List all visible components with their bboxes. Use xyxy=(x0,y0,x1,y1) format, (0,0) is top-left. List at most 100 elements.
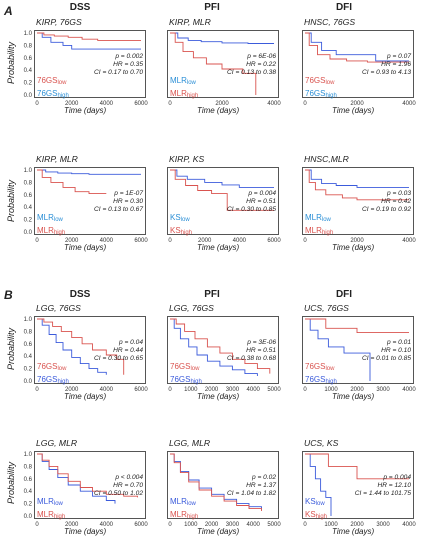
x-tick-label-a6-2: 4000 xyxy=(402,238,416,244)
series-line-b6-0 xyxy=(305,453,332,516)
series-line-b5-1 xyxy=(170,453,262,511)
stat-line-b5-1: HR = 1.37 xyxy=(246,482,276,490)
x-tick-label-b6-4: 4000 xyxy=(402,522,416,528)
series-line-a4-1 xyxy=(37,169,107,195)
plot-frame-b1 xyxy=(34,316,146,384)
legend-entry-a3-1: 76GShigh xyxy=(305,88,337,99)
x-tick-label-a5-0: 0 xyxy=(168,238,172,244)
stats-block-a3: p = 0.07 HR = 1.96 CI = 0.93 to 4.13 xyxy=(362,53,411,78)
header-dss-bottom: DSS xyxy=(69,289,91,300)
x-tick-label-b3-3: 3000 xyxy=(376,387,390,393)
y-tick-label-a4-5: 1.0 xyxy=(24,168,33,174)
x-axis-label-a3: Time (days) xyxy=(332,106,375,115)
km-curve-svg-a4: 0 2000 4000 6000 0.0 0.2 0.4 0.6 0.8 1.0 xyxy=(24,168,149,244)
y-tick-label-a1-5: 1.0 xyxy=(24,31,33,37)
km-curve-svg-a6: 0 2000 4000 xyxy=(303,169,416,244)
series-line-b1-1 xyxy=(37,318,125,375)
stat-line-b3-0: p = 0.01 xyxy=(386,339,411,346)
km-curve-svg-a2: 0 2000 4000 xyxy=(168,32,281,107)
legend-entry-a2-1: MLRhigh xyxy=(170,88,199,99)
legend-b2: 76GSlow 76GShigh xyxy=(170,362,202,387)
legend-a5: KSlow KShigh xyxy=(170,213,192,238)
x-tick-label-b5-3: 3000 xyxy=(226,522,240,528)
y-tick-label-b1-0: 0.0 xyxy=(24,379,33,385)
x-axis-label-a6: Time (days) xyxy=(332,243,375,252)
panel-title-b4: LGG, MLR xyxy=(36,438,78,448)
x-tick-label-b1-1: 2000 xyxy=(65,387,79,393)
stat-line-a5-0: p = 0.004 xyxy=(248,190,276,197)
section-label-a: A xyxy=(4,4,13,18)
y-axis-label-row3: Probability xyxy=(6,327,16,371)
legend-a6: MLRlow MLRhigh xyxy=(305,213,333,238)
legend-entry-b5-0: MLRlow xyxy=(170,497,196,507)
km-curve-svg-a1: 0 2000 4000 6000 0.0 0.2 0.4 0.6 0.8 1.0 xyxy=(24,31,149,107)
y-tick-label-a4-2: 0.4 xyxy=(24,205,33,211)
stat-line-b2-1: HR = 0.51 xyxy=(246,347,276,355)
series-line-b4-0 xyxy=(37,453,116,504)
y-axis-label-row4: Probability xyxy=(6,461,16,505)
plot-frame-b6 xyxy=(302,451,414,519)
legend-entry-b3-0: 76GSlow xyxy=(305,362,335,372)
km-curve-svg-b3: 0 1000 2000 3000 4000 xyxy=(303,318,416,393)
stat-line-a1-1: HR = 0.35 xyxy=(113,61,143,69)
stat-line-b5-2: CI = 1.04 to 1.82 xyxy=(227,490,276,498)
series-line-a3-0 xyxy=(305,32,409,62)
legend-entry-a2-0: MLRlow xyxy=(170,76,196,86)
stat-line-b4-1: HR = 0.70 xyxy=(113,482,143,490)
stats-block-a2: p = 6E-06 HR = 0.22 CI = 0.13 to 0.38 xyxy=(227,53,276,78)
x-tick-label-b5-4: 4000 xyxy=(247,522,261,528)
y-tick-label-b4-2: 0.4 xyxy=(24,489,33,495)
stat-line-a1-2: CI = 0.17 to 0.70 xyxy=(94,69,143,77)
x-tick-label-b6-3: 3000 xyxy=(376,522,390,528)
legend-entry-b6-0: KSlow xyxy=(305,497,325,507)
stats-block-b6: p = 0.004 HR = 12.10 CI = 1.44 to 101.75 xyxy=(355,474,411,499)
legend-a4: MLRlow MLRhigh xyxy=(37,213,65,238)
y-tick-label-a1-3: 0.6 xyxy=(24,56,33,62)
stat-line-b6-2: CI = 1.44 to 101.75 xyxy=(354,490,411,498)
x-tick-label-b5-0: 0 xyxy=(168,522,172,528)
series-line-a5-0 xyxy=(170,169,274,188)
x-tick-label-b6-1: 1000 xyxy=(324,522,338,528)
km-curve-svg-b4: 0 2000 4000 6000 0.0 0.2 0.4 0.6 0.8 1.0 xyxy=(24,452,149,528)
legend-b6: KSlow KShigh xyxy=(305,497,327,522)
y-axis-label-row1: Probability xyxy=(6,41,16,85)
x-axis-label-a1: Time (days) xyxy=(64,106,107,115)
legend-entry-b1-0: 76GSlow xyxy=(37,362,67,372)
x-tick-label-a3-0: 0 xyxy=(303,101,307,107)
x-tick-label-a1-3: 6000 xyxy=(134,101,148,107)
x-tick-label-a5-1: 2000 xyxy=(198,238,212,244)
stats-block-b3: p = 0.01 HR = 0.10 CI = 0.01 to 0.85 xyxy=(362,339,411,364)
stat-line-a3-1: HR = 1.96 xyxy=(381,61,411,69)
legend-entry-b4-0: MLRlow xyxy=(37,497,63,507)
y-tick-label-a4-3: 0.6 xyxy=(24,193,33,199)
stats-block-b4: p < 0.004 HR = 0.70 CI = 0.50 to 1.02 xyxy=(94,474,143,499)
stats-block-b2: p = 3E-06 HR = 0.51 CI = 0.38 to 0.68 xyxy=(227,339,276,364)
x-tick-label-a6-1: 2000 xyxy=(350,238,364,244)
legend-entry-a6-0: MLRlow xyxy=(305,213,331,223)
legend-entry-a3-0: 76GSlow xyxy=(305,76,335,86)
y-tick-label-a1-4: 0.8 xyxy=(24,43,33,49)
header-pfi-bottom: PFI xyxy=(204,289,220,300)
panel-title-a3: HNSC, 76GS xyxy=(304,17,356,27)
km-curve-svg-a5: 0 2000 4000 6000 xyxy=(168,169,281,244)
header-dss-top: DSS xyxy=(69,2,91,13)
legend-entry-b2-1: 76GShigh xyxy=(170,374,202,385)
series-line-a6-1 xyxy=(305,169,409,201)
x-tick-label-a5-2: 4000 xyxy=(233,238,247,244)
x-tick-label-b6-2: 2000 xyxy=(350,522,364,528)
stats-block-a1: p = 0.002 HR = 0.35 CI = 0.17 to 0.70 xyxy=(94,53,143,78)
panel-title-b2: LGG, 76GS xyxy=(169,303,214,313)
panel-title-b1: LGG, 76GS xyxy=(36,303,81,313)
plot-frame-b5 xyxy=(167,451,279,519)
x-tick-label-b4-0: 0 xyxy=(35,522,39,528)
y-tick-label-a4-1: 0.2 xyxy=(24,218,33,224)
stat-line-a4-0: p = 1E-07 xyxy=(114,190,143,197)
x-axis-label-b2: Time (days) xyxy=(197,392,240,401)
legend-entry-a1-1: 76GShigh xyxy=(37,88,69,99)
x-tick-label-b2-5: 5000 xyxy=(267,387,281,393)
panel-title-b5: LGG, MLR xyxy=(169,438,211,448)
x-axis-label-b4: Time (days) xyxy=(64,527,107,536)
series-line-a2-0 xyxy=(170,32,274,44)
stat-line-b4-2: CI = 0.50 to 1.02 xyxy=(94,490,143,498)
panel-title-a6: HNSC,MLR xyxy=(304,154,349,164)
